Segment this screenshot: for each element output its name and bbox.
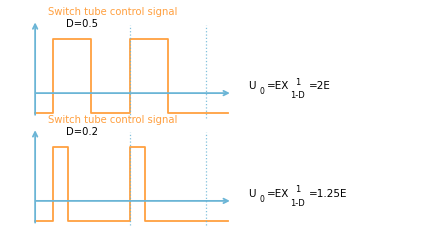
Text: 0: 0 [259,87,264,96]
Text: =EX: =EX [266,189,288,199]
Text: U: U [247,189,255,199]
Text: Switch tube control signal: Switch tube control signal [48,115,177,125]
Text: =2E: =2E [308,81,330,91]
Text: Switch tube control signal: Switch tube control signal [48,7,177,17]
Text: 1-D: 1-D [290,91,304,100]
Text: 1: 1 [294,185,300,194]
Text: D=0.5: D=0.5 [66,19,98,29]
Text: 1: 1 [294,77,300,86]
Text: =1.25E: =1.25E [308,189,346,199]
Text: 0: 0 [259,195,264,204]
Text: 1-D: 1-D [290,199,304,208]
Text: U: U [247,81,255,91]
Text: D=0.2: D=0.2 [66,127,98,137]
Text: =EX: =EX [266,81,288,91]
